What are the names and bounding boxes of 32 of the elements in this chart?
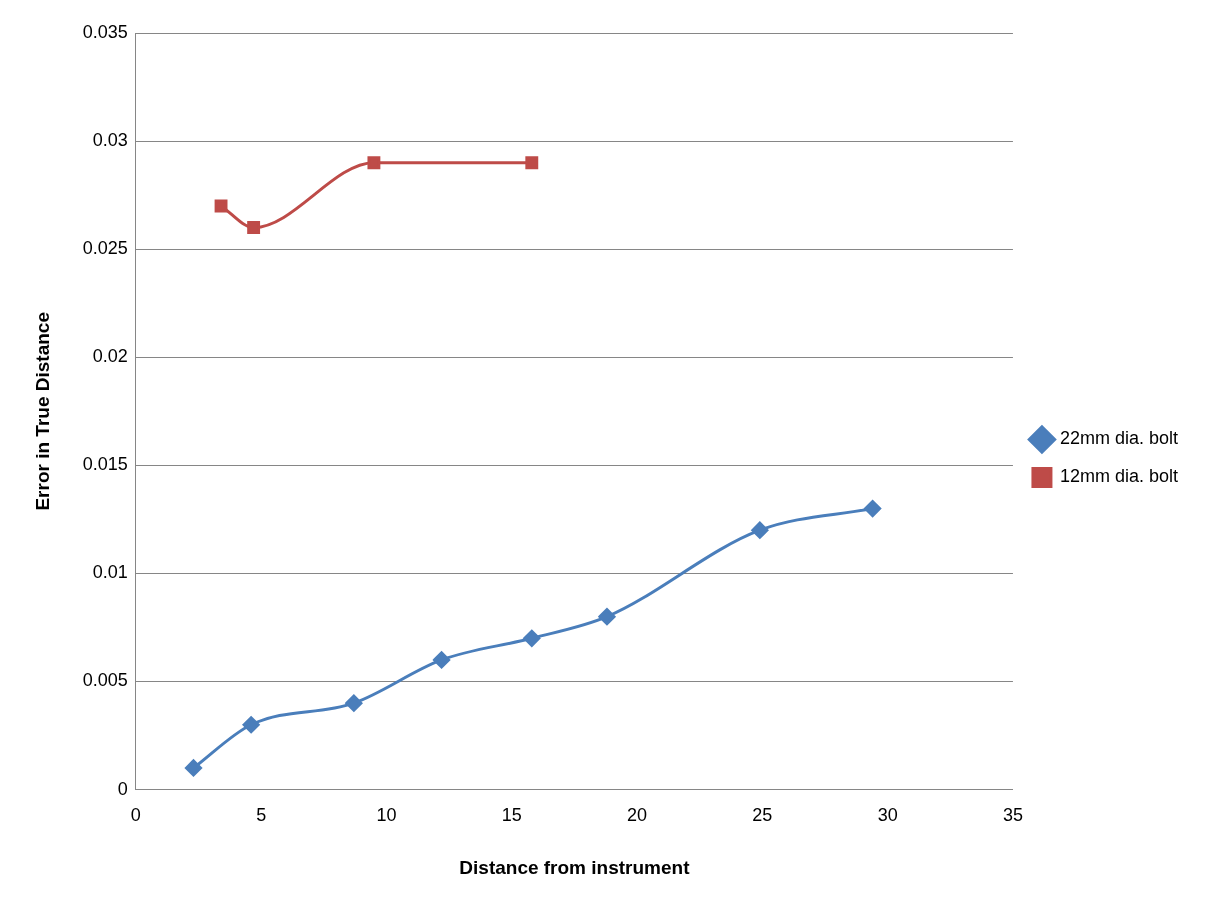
point xyxy=(247,221,261,234)
x-tick-label: 20 xyxy=(627,805,648,826)
point xyxy=(242,716,260,734)
point xyxy=(184,759,202,777)
x-tick-label: 25 xyxy=(752,805,773,826)
x-tick-label: 5 xyxy=(256,805,267,826)
y-tick-label: 0.035 xyxy=(82,21,128,42)
y-tick-label: 0.01 xyxy=(92,562,128,583)
x-tick-label: 35 xyxy=(1002,805,1023,826)
y-tick-label: 0.015 xyxy=(82,454,128,475)
point xyxy=(214,199,228,213)
y-axis-title: Error in True Distance xyxy=(31,312,53,511)
x-tick-label: 30 xyxy=(877,805,898,826)
x-axis-title: Distance from instrument xyxy=(459,856,691,878)
y-tick-label: 0.005 xyxy=(82,670,128,691)
point xyxy=(598,608,616,626)
point xyxy=(367,156,381,170)
x-tick-label: 10 xyxy=(376,805,397,826)
point xyxy=(433,651,451,669)
y-tick-label: 0.025 xyxy=(82,238,128,259)
x-tick-label: 0 xyxy=(130,805,141,826)
legend-label: 12mm dia. bolt xyxy=(1059,466,1179,487)
point xyxy=(864,500,882,518)
point xyxy=(525,156,539,170)
legend-label: 22mm dia. bolt xyxy=(1059,428,1179,449)
point xyxy=(345,694,363,712)
point xyxy=(523,629,541,647)
y-tick-label: 0.02 xyxy=(92,346,128,367)
y-tick-label: 0 xyxy=(117,778,128,799)
y-tick-label: 0.03 xyxy=(92,130,128,151)
point xyxy=(751,521,769,539)
x-tick-label: 15 xyxy=(501,805,522,826)
